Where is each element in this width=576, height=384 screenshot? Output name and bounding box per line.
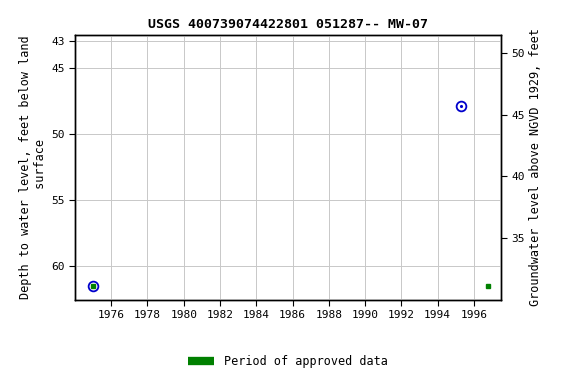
Y-axis label: Depth to water level, feet below land
 surface: Depth to water level, feet below land su… (19, 35, 47, 299)
Title: USGS 400739074422801 051287-- MW-07: USGS 400739074422801 051287-- MW-07 (148, 18, 428, 31)
Y-axis label: Groundwater level above NGVD 1929, feet: Groundwater level above NGVD 1929, feet (529, 28, 542, 306)
Legend: Period of approved data: Period of approved data (184, 351, 392, 373)
